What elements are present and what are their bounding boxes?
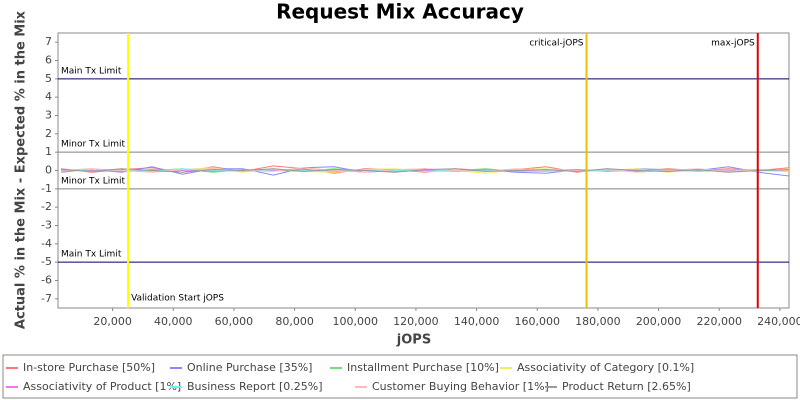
h-marker-label: Minor Tx Limit — [61, 140, 126, 150]
legend-label: Online Purchase [35%] — [187, 361, 312, 374]
h-marker-label: Main Tx Limit — [61, 250, 122, 260]
y-tick-label: 1 — [45, 145, 52, 158]
y-tick-label: 7 — [45, 35, 52, 48]
y-tick-label: -6 — [41, 274, 52, 287]
legend-label: Installment Purchase [10%] — [347, 361, 499, 374]
legend-label: Product Return [2.65%] — [562, 380, 691, 393]
x-tick-label: 160,000 — [514, 315, 560, 328]
x-tick-label: 80,000 — [275, 315, 314, 328]
y-tick-label: -2 — [41, 200, 52, 213]
v-marker-label: Validation Start jOPS — [131, 294, 224, 304]
x-tick-label: 100,000 — [333, 315, 379, 328]
legend-label: In-store Purchase [50%] — [23, 361, 155, 374]
y-tick-label: -7 — [41, 292, 52, 305]
x-tick-label: 200,000 — [636, 315, 682, 328]
legend-label: Associativity of Product [1%] — [23, 380, 181, 393]
x-tick-label: 220,000 — [696, 315, 742, 328]
x-tick-label: 60,000 — [215, 315, 254, 328]
y-tick-label: -1 — [41, 182, 52, 195]
y-tick-label: -5 — [41, 255, 52, 268]
x-tick-label: 20,000 — [93, 315, 132, 328]
h-marker-label: Minor Tx Limit — [61, 176, 126, 186]
series-line — [60, 168, 790, 173]
y-axis-label: Actual % in the Mix - Expected % in the … — [14, 10, 29, 329]
x-tick-label: 40,000 — [154, 315, 193, 328]
x-tick-label: 240,000 — [757, 315, 800, 328]
v-marker-label: max-jOPS — [711, 39, 755, 49]
x-axis-label: jOPS — [396, 333, 431, 348]
y-tick-label: 2 — [45, 127, 52, 140]
x-tick-label: 140,000 — [454, 315, 500, 328]
y-tick-label: 6 — [45, 54, 52, 67]
x-tick-label: 120,000 — [393, 315, 439, 328]
legend-label: Customer Buying Behavior [1%] — [372, 380, 549, 393]
y-tick-label: -4 — [41, 237, 52, 250]
y-tick-label: 4 — [45, 90, 52, 103]
chart-title: Request Mix Accuracy — [276, 0, 524, 24]
legend-box — [2, 354, 798, 399]
legend-label: Associativity of Category [0.1%] — [517, 361, 694, 374]
legend-label: Business Report [0.25%] — [187, 380, 323, 393]
y-tick-label: 3 — [45, 109, 52, 122]
series-line — [60, 167, 790, 173]
y-tick-label: 0 — [45, 164, 52, 177]
y-tick-label: 5 — [45, 72, 52, 85]
x-tick-label: 180,000 — [575, 315, 621, 328]
h-marker-label: Main Tx Limit — [61, 66, 122, 76]
y-tick-label: -3 — [41, 219, 52, 232]
v-marker-label: critical-jOPS — [529, 39, 583, 49]
